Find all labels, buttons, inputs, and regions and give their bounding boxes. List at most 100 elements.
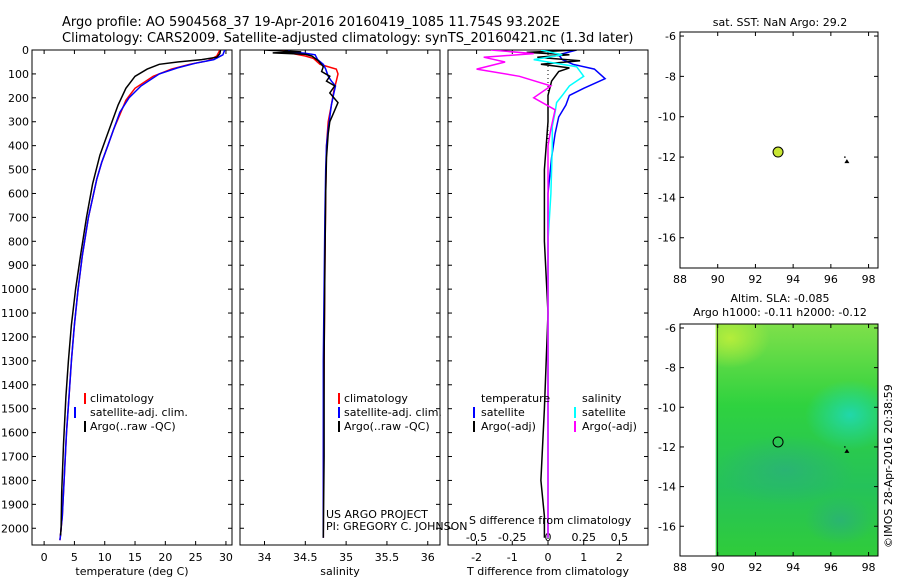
legend-climatology-label: climatology: [344, 392, 408, 405]
x-tick-label: 98: [862, 273, 876, 286]
temperature-x-label: temperature (deg C): [75, 565, 188, 578]
y-tick-label: -6: [665, 30, 676, 43]
series-group: [59, 50, 226, 541]
sla-map-title-line1: Altim. SLA: -0.085: [730, 292, 829, 305]
temperature-panel-frame: [31, 49, 233, 546]
y-tick-label: 700: [8, 211, 29, 224]
y-tick-label: -16: [658, 232, 676, 245]
imos-credit: ©IMOS 28-Apr-2016 20:38:59: [882, 384, 895, 548]
y-tick-label: -12: [658, 441, 676, 454]
y-tick-label: 1900: [1, 498, 29, 511]
x-tick-label: 35.5: [375, 551, 400, 564]
y-tick-label: 1300: [1, 355, 29, 368]
legend-satellite-label: satellite-adj. clim.: [344, 406, 442, 419]
y-tick-label: 400: [8, 140, 29, 153]
x-tick-label: 34: [257, 551, 271, 564]
series-line-temperature-satellite: [547, 50, 607, 538]
difference-x-label: T difference from climatology: [466, 565, 629, 578]
dot-marker: [844, 446, 846, 448]
salinity-diff-tick-label: -0.25: [498, 531, 526, 544]
sla-map-frame: [679, 323, 879, 557]
x-tick-label: 25: [189, 551, 203, 564]
difference-axes: -2 -1 0 1 2-0.5 -0.25 0 0.25 0.5: [448, 49, 648, 564]
triangle-marker: [844, 159, 850, 164]
series-line-satellite-adj-clim-: [59, 50, 226, 541]
temperature-axes: 0 5 10 15 20 25 300100200300400500600700800900…: [1, 44, 233, 564]
series-group: [476, 50, 607, 538]
y-tick-label: 1600: [1, 427, 29, 440]
y-tick-label: 200: [8, 92, 29, 105]
x-tick-label: 1: [580, 551, 587, 564]
figure-title-line1: Argo profile: AO 5904568_37 19-Apr-2016 …: [62, 15, 560, 30]
y-tick-label: 1800: [1, 474, 29, 487]
difference-legend: temperature salinity satellite Argo(-adj…: [473, 392, 637, 433]
legend-climatology-label: climatology: [90, 392, 154, 405]
temperature-legend: climatology satellite-adj. clim. Argo(..…: [74, 392, 188, 433]
dot-marker: [844, 156, 846, 158]
sla-heatmap-mid-patch: [805, 495, 875, 545]
series-line-satellite-adj-clim-: [288, 50, 337, 538]
x-tick-label: 15: [128, 551, 142, 564]
series-line-argo-raw-qc-: [264, 50, 339, 538]
y-tick-label: -16: [658, 520, 676, 533]
sla-heatmap-mid-patch: [715, 435, 855, 505]
x-tick-label: 20: [158, 551, 172, 564]
legend-temp-satellite-label: satellite: [481, 406, 525, 419]
x-tick-label: 92: [748, 561, 762, 574]
x-tick-label: 30: [219, 551, 233, 564]
salinity-diff-tick-label: -0.5: [466, 531, 487, 544]
x-tick-label: 35: [339, 551, 353, 564]
sla-heatmap-high-patch: [715, 324, 770, 368]
y-tick-label: 100: [8, 68, 29, 81]
salinity-x-label: salinity: [320, 565, 360, 578]
legend-sal-satellite-label: satellite: [582, 406, 626, 419]
argo-float-marker: [772, 436, 784, 448]
sla-map-title-line2: Argo h1000: -0.11 h2000: -0.12: [693, 306, 867, 319]
y-tick-label: 2000: [1, 522, 29, 535]
x-tick-label: 90: [711, 273, 725, 286]
project-annotation-line1: US ARGO PROJECT: [326, 508, 428, 521]
y-tick-label: -14: [658, 481, 676, 494]
series-line-climatology: [59, 50, 221, 541]
y-tick-label: 900: [8, 259, 29, 272]
sst-map-axes: 88 90 92 94 96 98 -6 -8 -10 -12 -14 -16: [658, 30, 878, 286]
series-group: [264, 50, 339, 538]
y-tick-label: 0: [22, 44, 29, 57]
y-tick-label: 1700: [1, 451, 29, 464]
y-tick-label: 600: [8, 187, 29, 200]
y-tick-label: 1500: [1, 403, 29, 416]
y-tick-label: -10: [658, 401, 676, 414]
x-tick-label: 34.5: [293, 551, 318, 564]
legend-satellite-label: satellite-adj. clim.: [90, 406, 188, 419]
series-line-temperature-argo-adj-: [526, 50, 581, 538]
legend-argo-label: Argo(..raw -QC): [90, 420, 176, 433]
x-tick-label: 92: [748, 273, 762, 286]
salinity-axes: 34 34.5 35 35.5 36: [240, 49, 440, 564]
series-line-argo-raw-qc-: [59, 50, 222, 536]
x-tick-label: 88: [673, 561, 687, 574]
legend-salinity-title: salinity: [582, 392, 622, 405]
x-tick-label: 96: [824, 273, 838, 286]
sst-map-title: sat. SST: NaN Argo: 29.2: [713, 16, 847, 29]
x-tick-label: 94: [786, 273, 800, 286]
x-tick-label: 2: [616, 551, 623, 564]
salinity-diff-tick-label: 0.5: [611, 531, 629, 544]
x-tick-label: 96: [824, 561, 838, 574]
legend-temperature-title: temperature: [481, 392, 550, 405]
series-line-salinity-argo-adj-: [476, 50, 556, 538]
sla-heatmap: [715, 324, 879, 556]
x-tick-label: 0: [41, 551, 48, 564]
x-tick-label: 98: [862, 561, 876, 574]
legend-argo-label: Argo(..raw -QC): [344, 420, 430, 433]
salinity-diff-axis-label: S difference from climatology: [469, 514, 632, 527]
project-annotation-line2: PI: GREGORY C. JOHNSON: [326, 520, 467, 533]
y-tick-label: -6: [665, 322, 676, 335]
x-tick-label: -2: [471, 551, 482, 564]
salinity-legend: climatology satellite-adj. clim. Argo(..…: [338, 392, 442, 433]
y-tick-label: -8: [665, 362, 676, 375]
legend-sal-argo-label: Argo(-adj): [582, 420, 637, 433]
figure-title-line2: Climatology: CARS2009. Satellite-adjuste…: [62, 31, 634, 46]
y-tick-label: 1000: [1, 283, 29, 296]
salinity-diff-tick-label: 0.25: [571, 531, 596, 544]
